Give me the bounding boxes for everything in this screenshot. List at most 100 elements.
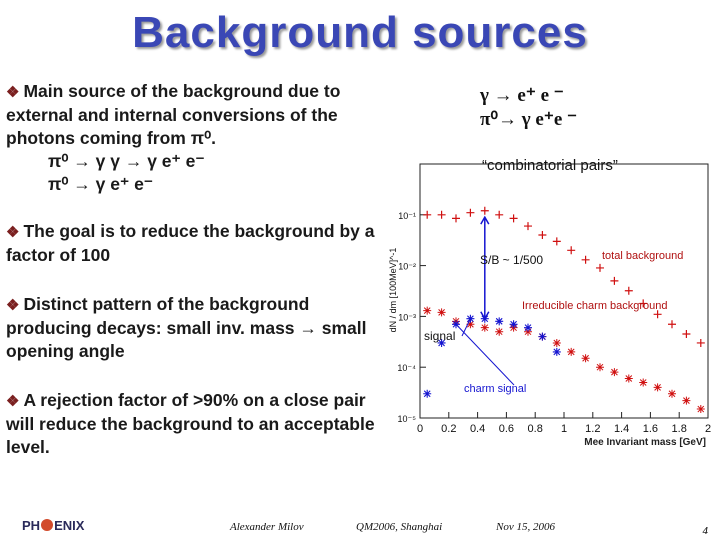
footer-date: Nov 15, 2006 <box>496 521 555 533</box>
irreducible-background-point <box>696 405 705 414</box>
y-tick-label: 10⁻² <box>398 262 416 272</box>
irreducible-background-point <box>653 383 662 392</box>
x-tick-label: 1 <box>561 423 567 435</box>
y-tick-label: 10⁻¹ <box>398 211 416 221</box>
x-tick-label: 0.2 <box>441 423 456 435</box>
irreducible-background-point <box>610 368 619 377</box>
charm-signal-point <box>524 323 532 332</box>
charm-signal-pointer-line <box>455 323 515 386</box>
irreducible-background-point <box>639 378 648 387</box>
irreducible-background-point <box>624 374 633 383</box>
x-tick-label: 1.6 <box>643 423 658 435</box>
total-background-point <box>538 231 547 240</box>
total-background-point <box>423 210 432 219</box>
total-background-point <box>495 210 504 219</box>
total-background-point <box>639 299 648 308</box>
y-tick-label: 10⁻³ <box>398 312 416 322</box>
diamond-bullet-icon: ❖ <box>6 84 20 101</box>
irreducible-background-point <box>437 308 446 317</box>
charm-signal-point <box>437 338 446 347</box>
total-background-point <box>567 246 576 255</box>
phenix-logo: PH ENIX <box>22 518 84 533</box>
charm-signal-point <box>538 332 547 341</box>
plot-frame <box>419 163 709 419</box>
bullet-list: ❖ Main source of the background due to ex… <box>6 80 386 471</box>
charm-signal-point <box>466 314 475 323</box>
annotation-charm-signal: charm signal <box>464 383 526 395</box>
x-tick-label: 1.2 <box>585 423 600 435</box>
x-tick-label: 0.8 <box>528 423 543 435</box>
irreducible-background-point <box>668 389 676 398</box>
y-tick-label: 10⁻⁴ <box>397 363 416 373</box>
irreducible-background-point <box>423 306 432 315</box>
decay-2: π⁰→ γ e⁺e ⁻ <box>480 109 578 130</box>
x-tick-label: 2 <box>705 423 711 435</box>
irreducible-background-point <box>524 327 532 336</box>
total-background-point <box>437 210 446 219</box>
bullet-3-text: Distinct pattern of the background produ… <box>6 294 367 361</box>
charm-signal-point <box>552 347 561 356</box>
irreducible-background-point <box>596 363 604 372</box>
decay-list: γ → e⁺ e ⁻ π⁰→ γ e⁺e ⁻ <box>480 84 577 132</box>
charm-signal-point <box>495 317 504 326</box>
irreducible-background-point <box>552 338 561 347</box>
page-number: 4 <box>702 525 709 537</box>
bullet-2: ❖ The goal is to reduce the background by… <box>6 220 386 267</box>
logo-text-ph: PH <box>22 518 41 533</box>
slide-title: Background sources <box>132 8 588 57</box>
diamond-bullet-icon: ❖ <box>6 393 20 410</box>
annotation-total-background: total background <box>602 250 683 262</box>
annotation-combinatorial: “combinatorial pairs” <box>482 157 618 174</box>
total-background-point <box>581 255 590 264</box>
annotation-sb: S/B ~ 1/500 <box>480 253 543 267</box>
bullet-1: ❖ Main source of the background due to ex… <box>6 80 386 196</box>
total-background-point <box>668 320 676 329</box>
decay-1: γ → e⁺ e ⁻ <box>480 85 564 106</box>
total-background-point <box>552 237 561 246</box>
irreducible-background-point <box>480 323 489 332</box>
charm-signal-point <box>509 320 518 329</box>
y-tick-label: 10⁻⁵ <box>398 414 417 424</box>
total-background-point <box>624 286 633 295</box>
x-tick-label: 0.6 <box>499 423 514 435</box>
x-tick-label: 0.4 <box>470 423 485 435</box>
x-tick-label: 0 <box>417 423 423 435</box>
diamond-bullet-icon: ❖ <box>6 224 20 241</box>
bullet-4-text: A rejection factor of >90% on a close pa… <box>6 390 375 457</box>
sb-arrow-head-down <box>480 311 490 321</box>
irreducible-background-point <box>682 396 691 405</box>
total-background-point <box>466 208 475 217</box>
equation-2: π⁰ → γ e⁺ e⁻ <box>48 174 154 194</box>
footer-author: Alexander Milov <box>230 521 304 533</box>
x-axis-label: Mee Invariant mass [GeV] <box>584 437 706 448</box>
annotation-irreducible: Irreducible charm background <box>522 300 668 312</box>
signal-pointer-line <box>461 318 471 337</box>
x-tick-label: 1.4 <box>614 423 629 435</box>
logo-circle-icon <box>41 519 54 531</box>
total-background-point <box>653 310 662 319</box>
irreducible-background-point <box>466 320 475 329</box>
diamond-bullet-icon: ❖ <box>6 297 20 314</box>
irreducible-background-point <box>495 327 504 336</box>
total-background-point <box>610 276 619 285</box>
bullet-1-text: Main source of the background due to ext… <box>6 81 341 148</box>
annotation-signal: signal <box>424 329 455 343</box>
total-background-point <box>480 206 489 215</box>
irreducible-background-point <box>581 354 590 363</box>
equation-1: π⁰ → γ γ → γ e⁺ e⁻ <box>48 151 205 171</box>
total-background-point <box>682 330 691 339</box>
charm-signal-point <box>452 320 460 329</box>
total-background-point <box>696 338 705 347</box>
x-tick-label: 1.8 <box>672 423 687 435</box>
charm-signal-point <box>423 389 432 398</box>
logo-text-enix: ENIX <box>54 518 85 533</box>
bullet-2-text: The goal is to reduce the background by … <box>6 221 375 265</box>
irreducible-background-point <box>567 347 576 356</box>
total-background-point <box>452 214 460 223</box>
invariant-mass-plot: 0 0.2 0.4 0.6 0.8 1 1.2 1.4 1.6 1.8 2 10⁻¹ 10⁻² 10⁻³ 1… <box>388 157 711 448</box>
bullet-3: ❖ Distinct pattern of the background prod… <box>6 293 386 363</box>
bullet-4: ❖ A rejection factor of >90% on a close p… <box>6 389 386 459</box>
sb-arrow-head-up <box>480 215 490 225</box>
total-background-point <box>509 214 518 223</box>
total-background-point <box>524 222 532 231</box>
